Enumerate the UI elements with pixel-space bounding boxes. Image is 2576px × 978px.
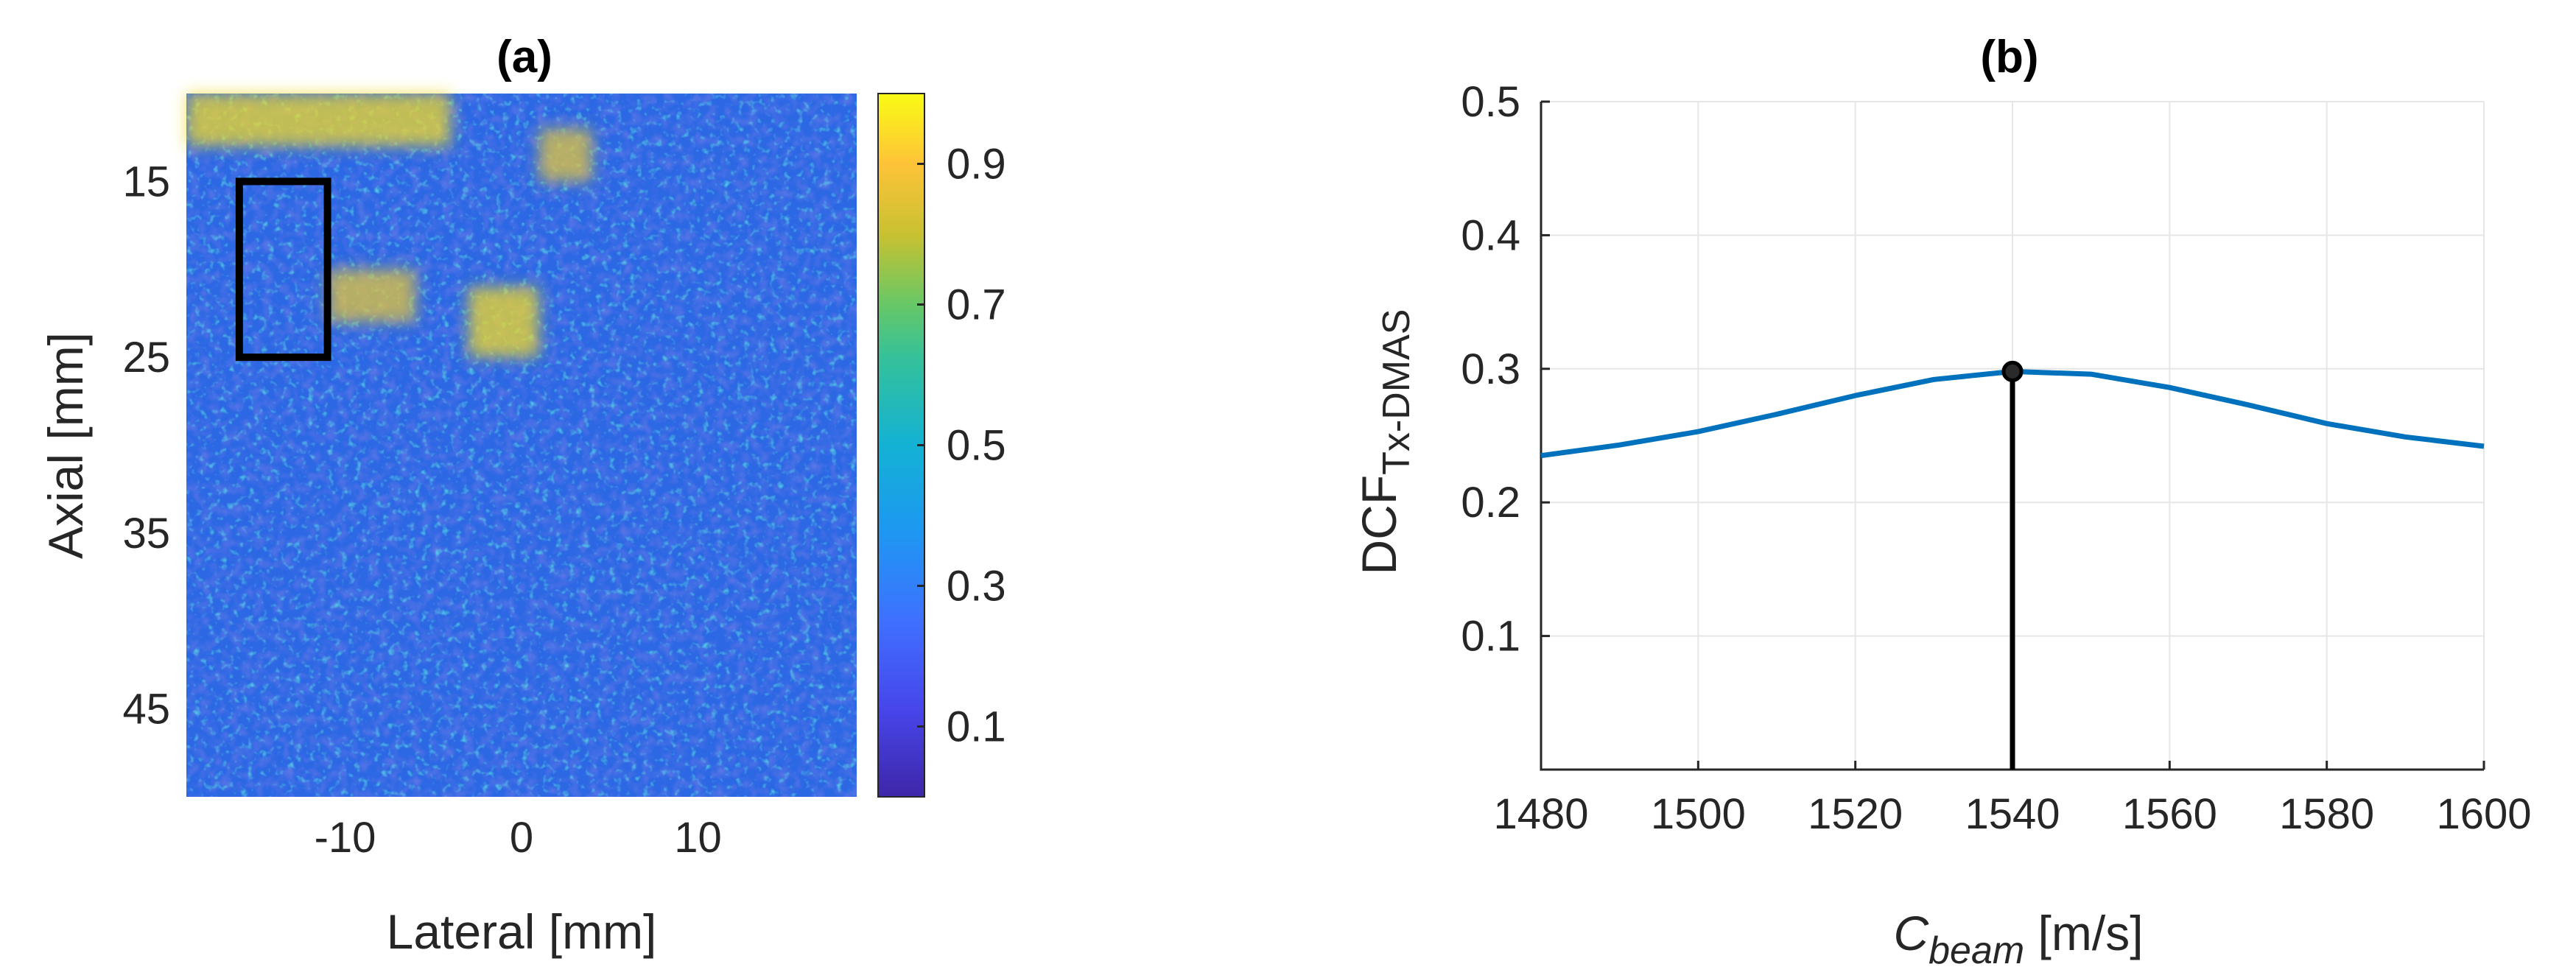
x-tick-label: 1540 [1965, 790, 2060, 838]
x-label-main: C [1893, 906, 1929, 960]
y-tick-label: 0.4 [1461, 211, 1520, 259]
y-tick-label: 0.3 [1461, 345, 1520, 393]
panel-b: (b) 1480 1500 1520 1540 1560 1580 1600 0.10.20… [1352, 32, 2532, 972]
colorbar-tick-label: 0.3 [947, 563, 1006, 611]
panel-a-y-label: Axial [mm] [38, 332, 93, 559]
panel-b-x-ticks: 1480 1500 1520 1540 1560 1580 1600 [1493, 761, 2532, 838]
x-label-unit: [m/s] [2024, 906, 2143, 960]
panel-b-x-label: Cbeam [m/s] [1893, 906, 2143, 972]
roi-rectangle [235, 177, 331, 362]
high-region [186, 94, 452, 147]
colorbar-tick-label: 0.1 [947, 703, 1006, 751]
heatmap-high-regions [186, 94, 592, 358]
heatmap-speckle-cyan [186, 94, 857, 797]
colorbar-tick-label: 0.5 [947, 422, 1006, 470]
colorbar: 0.1 0.3 0.5 0.7 0.9 [877, 93, 1006, 798]
y-tick-label: 25 [122, 334, 170, 381]
x-tick-label: -10 [315, 814, 376, 862]
y-tick-label: 35 [122, 510, 170, 557]
y-tick-label: 15 [122, 158, 170, 205]
panel-a-y-ticks: 15 25 35 45 [122, 158, 170, 733]
x-tick-label: 1520 [1808, 790, 1903, 838]
colorbar-ticks: 0.1 0.3 0.5 0.7 0.9 [917, 141, 1006, 751]
colorbar-tick-label: 0.7 [947, 281, 1006, 329]
y-tick-label: 45 [122, 686, 170, 734]
y-label-main: DCF [1352, 475, 1406, 575]
x-label-sub: beam [1929, 929, 2024, 972]
panel-a-title: (a) [496, 32, 552, 82]
y-tick-label: 0.1 [1461, 613, 1520, 661]
y-label-sub: Tx-DMAS [1375, 309, 1418, 475]
panel-b-y-label: DCFTx-DMAS [1352, 309, 1418, 575]
high-region [468, 286, 539, 358]
x-tick-label: 10 [674, 814, 722, 862]
x-tick-label: 0 [510, 814, 533, 862]
x-tick-label: 1560 [2122, 790, 2217, 838]
y-tick-label: 0.2 [1461, 479, 1520, 527]
panel-b-y-ticks: 0.1 0.2 0.3 0.4 0.5 [1461, 78, 1550, 661]
peak-marker [2001, 360, 2024, 382]
panel-a-x-label: Lateral [mm] [387, 904, 657, 959]
colorbar-tick-label: 0.9 [947, 141, 1006, 189]
y-tick-label: 0.5 [1461, 78, 1520, 126]
x-tick-label: 1580 [2279, 790, 2374, 838]
x-tick-label: 1600 [2436, 790, 2531, 838]
high-region [538, 128, 592, 182]
x-tick-label: 1480 [1493, 790, 1588, 838]
heatmap [186, 94, 857, 797]
x-tick-label: 1500 [1651, 790, 1746, 838]
panel-b-title: (b) [1980, 32, 2038, 82]
panel-a-x-ticks: -10 0 10 [315, 814, 722, 862]
high-region [327, 269, 416, 323]
panel-a: (a) -10 0 10 15 25 35 45 Lateral [mm] Axial [… [38, 32, 1006, 959]
